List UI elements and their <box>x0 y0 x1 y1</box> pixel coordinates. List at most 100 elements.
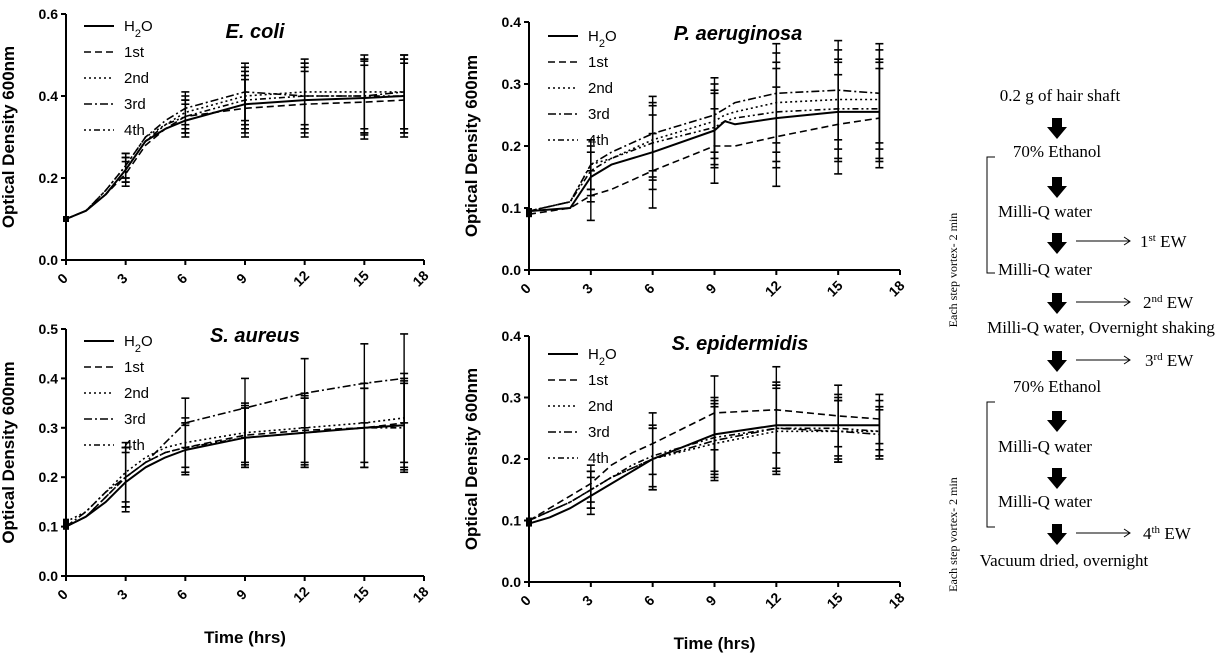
bracket <box>986 401 995 528</box>
x-tick-label: 15 <box>823 589 845 611</box>
legend-label: 1st <box>124 359 145 376</box>
y-axis-label: Optical Density 600nm <box>0 361 18 543</box>
flow-step: Milli-Q water <box>998 492 1092 511</box>
legend-label: H2O <box>588 28 617 50</box>
series-line-1st <box>65 99 405 220</box>
legend-label: 3rd <box>588 424 610 441</box>
x-tick-label: 12 <box>290 583 312 605</box>
x-tick-label: 12 <box>762 589 784 611</box>
x-tick-label: 3 <box>114 586 131 603</box>
x-tick-label: 18 <box>409 583 431 605</box>
flow-step: 70% Ethanol <box>1013 142 1102 161</box>
data-point <box>526 211 532 218</box>
legend-label: 2nd <box>588 398 613 415</box>
arrow-head <box>1047 533 1067 545</box>
x-tick-label: 0 <box>54 586 71 603</box>
data-point <box>63 523 69 530</box>
down-arrow-icon <box>1047 293 1067 314</box>
chart-panel-1: 0.0 0.2 0.4 0.6 0 3 6 9 12 15 18 Optical Density 60… <box>0 6 432 290</box>
series-line-3rd <box>65 377 405 528</box>
legend-label: H2O <box>124 333 153 355</box>
legend: H2O 1st 2nd 3rd 4th <box>548 28 617 149</box>
chart-panel-4: 0.0 0.1 0.2 0.3 0.4 0 3 6 9 12 15 18 Optical Density… <box>462 328 908 653</box>
x-tick-label: 0 <box>54 270 71 287</box>
down-arrow-icon <box>1047 351 1067 372</box>
legend-label: 2nd <box>124 70 149 87</box>
flow-step: Vacuum dried, overnight <box>980 551 1149 570</box>
legend: H2O 1st 2nd 3rd 4th <box>548 346 617 467</box>
y-tick-label: 0.2 <box>39 469 59 485</box>
series-line-4th <box>528 427 880 522</box>
data-point <box>526 517 532 524</box>
output-arrow <box>1076 528 1131 538</box>
x-tick-label: 6 <box>641 592 658 609</box>
series-line-1st <box>528 117 880 215</box>
x-axis-label: Time (hrs) <box>204 628 286 647</box>
legend: H2O 1st 2nd 3rd 4th <box>84 333 153 454</box>
x-tick-label: 3 <box>579 280 596 297</box>
down-arrow-icon <box>1047 411 1067 432</box>
arrow-shaft <box>1052 118 1062 128</box>
side-label: Each step vortex- 2 min <box>946 213 960 328</box>
y-axis-label: Optical Density 600nm <box>0 46 18 228</box>
arrow-head <box>1047 360 1067 372</box>
arrow-shaft <box>1052 351 1062 361</box>
arrow-head <box>1047 242 1067 254</box>
series-line-2nd <box>528 430 880 522</box>
x-tick-label: 6 <box>173 586 190 603</box>
arrow-shaft <box>1052 468 1062 478</box>
y-tick-label: 0.0 <box>39 568 59 584</box>
series-line-2nd <box>65 91 405 220</box>
arrow-head <box>1047 186 1067 198</box>
arrow-shaft <box>1052 524 1062 534</box>
y-tick-label: 0.1 <box>502 513 522 529</box>
x-tick-label: 15 <box>350 267 372 289</box>
series-line-4th <box>65 426 405 528</box>
arrow-shaft <box>1052 411 1062 421</box>
bracket <box>986 156 995 274</box>
output-arrow <box>1076 236 1131 246</box>
x-tick-label: 15 <box>350 583 372 605</box>
y-tick-label: 0.4 <box>39 370 59 386</box>
down-arrow-icon <box>1047 233 1067 254</box>
x-tick-label: 6 <box>173 270 190 287</box>
x-tick-label: 15 <box>823 277 845 299</box>
x-tick-label: 9 <box>233 586 250 603</box>
chart-panel-2: 0.0 0.1 0.2 0.3 0.4 0 3 6 9 12 15 18 Optical Density… <box>462 14 908 300</box>
legend-label: 1st <box>124 44 145 61</box>
series-line-3rd <box>528 427 880 522</box>
down-arrow-icon <box>1047 524 1067 545</box>
arrow-head <box>1047 477 1067 489</box>
y-axis-label: Optical Density 600nm <box>462 55 481 237</box>
y-tick-label: 0.4 <box>502 14 522 30</box>
legend-label: 4th <box>588 132 609 149</box>
legend-label: 3rd <box>124 96 146 113</box>
x-tick-label: 18 <box>885 277 907 299</box>
y-tick-label: 0.3 <box>502 390 522 406</box>
arrow-head <box>1047 302 1067 314</box>
y-tick-label: 0.4 <box>502 328 522 344</box>
data-point <box>526 208 532 215</box>
legend-label: H2O <box>124 18 153 40</box>
x-tick-label: 6 <box>641 280 658 297</box>
y-tick-label: 0.3 <box>39 420 59 436</box>
chart-title: P. aeruginosa <box>674 23 803 45</box>
y-tick-label: 0.0 <box>39 252 59 268</box>
legend-label: 1st <box>588 372 609 389</box>
data-point <box>63 518 69 525</box>
series-line-H2O <box>528 424 880 525</box>
y-tick-label: 0.1 <box>39 519 59 535</box>
flow-step: Milli-Q water <box>998 260 1092 279</box>
arrow-shaft <box>1052 293 1062 303</box>
y-tick-label: 0.2 <box>502 138 522 154</box>
chart-title: E. coli <box>226 21 285 43</box>
x-tick-label: 0 <box>517 280 534 297</box>
x-tick-label: 3 <box>114 270 131 287</box>
arrow-head <box>1047 127 1067 139</box>
flow-step: 70% Ethanol <box>1013 377 1102 396</box>
y-tick-label: 0.2 <box>502 451 522 467</box>
flow-step: Milli-Q water <box>998 437 1092 456</box>
x-tick-label: 18 <box>885 589 907 611</box>
chart-panel-3: 0.0 0.1 0.2 0.3 0.4 0.5 0 3 6 9 12 15 18 Optical Dens… <box>0 321 432 647</box>
output-arrow <box>1076 355 1131 365</box>
